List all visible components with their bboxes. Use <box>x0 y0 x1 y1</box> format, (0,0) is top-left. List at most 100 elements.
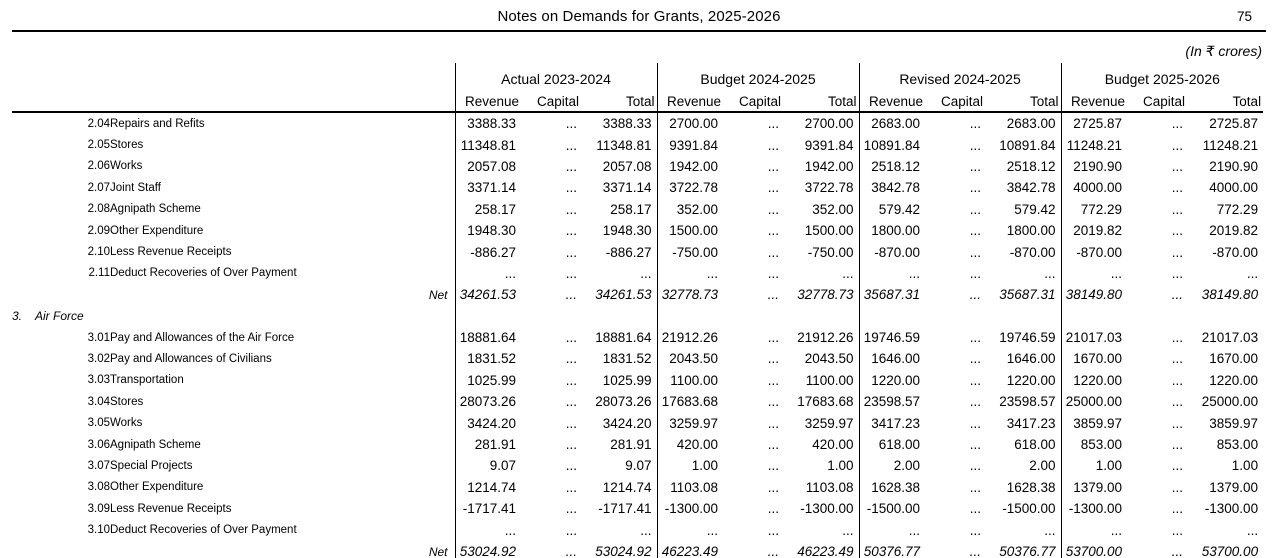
value-cell: -1300.00 <box>656 498 725 520</box>
value-cell: ... <box>767 137 779 153</box>
value-cell: ... <box>969 265 982 281</box>
value-cell: -750.00 <box>807 244 854 260</box>
value-cell: 1.00 <box>656 455 725 477</box>
section-cell: 3. Air Force <box>12 306 455 327</box>
value-cell: ... <box>565 372 577 388</box>
item-row: 3.05 Works 3424.20... 3424.20 3259.97... 3259… <box>12 412 1263 434</box>
value-cell: 2518.12 <box>858 155 928 178</box>
value-cell: -1300.00 <box>1060 498 1130 520</box>
net-label: Net <box>428 544 448 558</box>
value-cell: 1214.74 <box>602 479 652 495</box>
value-cell: 21912.26 <box>656 326 725 349</box>
item-row: 3.09 Less Revenue Receipts -1717.41... -171… <box>12 498 1263 520</box>
value-cell: ... <box>969 544 982 558</box>
sub-column-header: Total <box>985 90 1062 113</box>
value-cell: 2043.50 <box>804 351 854 367</box>
value-cell: 9.07 <box>625 458 652 474</box>
unit-note: (In ₹ crores) <box>1185 43 1262 59</box>
row-label: Stores <box>110 395 144 408</box>
value-cell: 21912.26 <box>797 330 854 346</box>
value-cell: 38149.80 <box>1201 287 1259 303</box>
value-cell: ... <box>1171 479 1184 495</box>
value-cell: 1100.00 <box>805 372 854 388</box>
value-cell: 3371.14 <box>454 177 523 199</box>
value-cell: ... <box>1171 180 1184 196</box>
value-cell: ... <box>565 351 577 367</box>
value-cell: ... <box>969 394 982 410</box>
value-cell: ... <box>969 501 982 517</box>
value-cell: 2019.82 <box>1209 223 1259 239</box>
value-cell: -870.00 <box>1009 244 1056 260</box>
value-cell: 9391.84 <box>804 137 854 153</box>
value-cell: 1220.00 <box>1060 369 1130 392</box>
item-row: 3.02 Pay and Allowances of Civilians 1831.… <box>12 348 1263 370</box>
value-cell: ... <box>565 544 577 558</box>
value-cell: ... <box>454 519 523 541</box>
value-cell: 420.00 <box>812 437 854 453</box>
value-cell: 579.42 <box>1014 201 1056 217</box>
value-cell: ... <box>969 458 982 474</box>
value-cell: 618.00 <box>1014 437 1056 453</box>
value-cell: 1103.08 <box>805 479 854 495</box>
row-label: Stores <box>110 139 144 152</box>
value-cell: ... <box>969 158 982 174</box>
value-cell: ... <box>1171 437 1184 453</box>
value-cell: 258.17 <box>610 201 652 217</box>
row-code: 2.10 <box>87 246 110 259</box>
value-cell: ... <box>842 522 854 538</box>
value-cell: 1.00 <box>827 458 854 474</box>
value-cell: 32778.73 <box>656 284 725 306</box>
row-code: 3.05 <box>87 417 110 430</box>
value-cell: 1948.30 <box>602 223 652 239</box>
row-code: 3.07 <box>87 459 110 472</box>
item-row: 2.05 Stores 11348.81... 11348.81 9391.84... 9… <box>12 134 1263 156</box>
value-cell: 3388.33 <box>454 112 523 135</box>
value-cell: 1948.30 <box>454 219 523 242</box>
row-label: Less Revenue Receipts <box>110 502 232 515</box>
value-cell: 2725.87 <box>1209 116 1259 132</box>
value-cell: -1300.00 <box>800 501 854 517</box>
value-cell: 25000.00 <box>1201 394 1259 410</box>
value-cell: 32778.73 <box>797 287 854 303</box>
item-row: 3.06 Agnipath Scheme 281.91... 281.91 420.00… <box>12 433 1263 456</box>
value-cell: ... <box>767 351 779 367</box>
value-cell: 34261.53 <box>595 287 652 303</box>
value-cell: 1025.99 <box>454 369 523 392</box>
value-cell: 10891.84 <box>999 137 1056 153</box>
column-group-header: Revised 2024-2025 <box>858 63 1062 90</box>
value-cell: 281.91 <box>454 433 523 456</box>
value-cell: 1220.00 <box>858 369 928 392</box>
value-cell: 3859.97 <box>1060 412 1130 434</box>
value-cell: 1220.00 <box>1209 372 1259 388</box>
value-cell: 1800.00 <box>1006 223 1056 239</box>
value-cell: 23598.57 <box>858 391 928 413</box>
value-cell: 1379.00 <box>1209 479 1259 495</box>
value-cell: 1214.74 <box>454 476 523 499</box>
row-code: 2.09 <box>87 224 110 237</box>
value-cell: ... <box>565 116 577 132</box>
item-row: 2.07 Joint Staff 3371.14... 3371.14 3722.78.… <box>12 177 1263 199</box>
value-cell: ... <box>969 137 982 153</box>
value-cell: 10891.84 <box>858 134 928 156</box>
value-cell: ... <box>1171 330 1184 346</box>
value-cell: ... <box>565 137 577 153</box>
value-cell: 1100.00 <box>656 369 725 392</box>
table-body: 2.04 Repairs and Refits 3388.33... 3388.33 2… <box>12 112 1263 558</box>
value-cell <box>1060 305 1130 327</box>
table-head: Actual 2023-2024 Budget 2024-2025 Revised … <box>12 63 1264 113</box>
value-cell: 11248.21 <box>1060 134 1130 156</box>
value-cell: 2190.90 <box>1060 155 1130 178</box>
value-cell: ... <box>1060 262 1130 285</box>
row-label: Works <box>110 160 143 173</box>
value-cell: 3424.20 <box>602 415 652 431</box>
value-cell: ... <box>565 522 577 538</box>
value-cell: 3417.23 <box>1006 415 1056 431</box>
value-cell: -750.00 <box>656 241 725 263</box>
value-cell: ... <box>1171 544 1184 558</box>
value-cell: 19746.59 <box>858 326 928 349</box>
value-cell: 2683.00 <box>1006 116 1056 132</box>
item-row: 2.09 Other Expenditure 1948.30... 1948.30 15… <box>12 219 1263 242</box>
value-cell: -1500.00 <box>1002 501 1056 517</box>
sub-column-header: Revenue <box>656 90 725 113</box>
